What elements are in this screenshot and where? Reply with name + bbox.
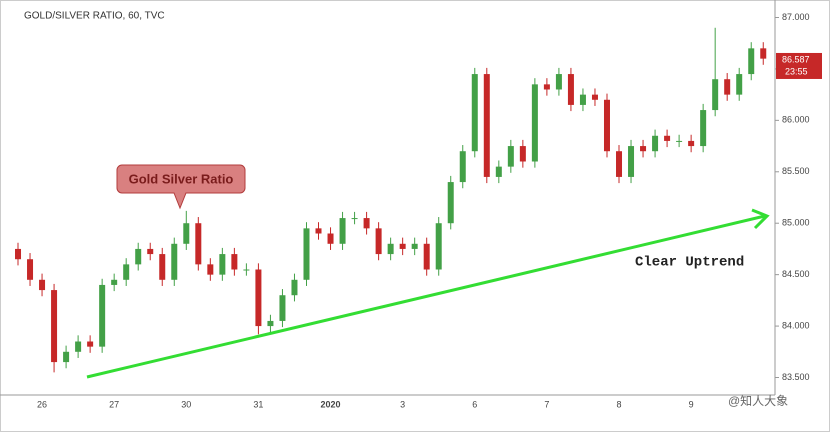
candle-body bbox=[640, 146, 647, 152]
callout-box bbox=[116, 164, 246, 210]
candle-body bbox=[147, 248, 154, 255]
candle-body bbox=[423, 243, 430, 270]
x-tick-label: 6 bbox=[472, 399, 477, 409]
candle-body bbox=[75, 341, 82, 352]
candle-body bbox=[123, 264, 130, 280]
candle-body bbox=[748, 48, 755, 75]
trend-label: Clear Uptrend bbox=[635, 255, 744, 271]
price-tag bbox=[776, 52, 822, 79]
candle-body bbox=[243, 269, 250, 271]
candle-body bbox=[303, 228, 310, 280]
candle-body bbox=[555, 74, 562, 90]
candle-body bbox=[315, 228, 322, 234]
candle-body bbox=[507, 146, 514, 167]
x-tick-label: 30 bbox=[181, 399, 191, 409]
candle-body bbox=[736, 74, 743, 95]
candle-body bbox=[579, 94, 586, 105]
x-tick-label: 31 bbox=[253, 399, 263, 409]
candle-body bbox=[700, 110, 707, 147]
x-tick-label: 26 bbox=[37, 399, 47, 409]
candle-body bbox=[327, 233, 334, 244]
candle-body bbox=[543, 84, 550, 90]
candle-body bbox=[159, 254, 166, 280]
y-tick-label: 84.000 bbox=[782, 320, 810, 330]
candle-body bbox=[447, 182, 454, 224]
x-tick-label: 3 bbox=[400, 399, 405, 409]
candle-body bbox=[363, 218, 370, 229]
candle-body bbox=[724, 79, 731, 95]
candle-body bbox=[471, 74, 478, 152]
candle-body bbox=[676, 140, 683, 142]
candle-body bbox=[63, 351, 70, 363]
watermark: @知人大象 bbox=[728, 394, 788, 408]
candle-body bbox=[411, 243, 418, 249]
chart-title: GOLD/SILVER RATIO, 60, TVC bbox=[24, 11, 165, 22]
x-tick-label: 9 bbox=[689, 399, 694, 409]
candle-body bbox=[567, 74, 574, 105]
candle-body bbox=[531, 84, 538, 162]
candle-body bbox=[135, 248, 142, 265]
candle-body bbox=[652, 135, 659, 152]
candle-body bbox=[183, 223, 190, 244]
price-tag-countdown: 23:55 bbox=[785, 66, 808, 76]
candle-body bbox=[27, 259, 34, 280]
trend-arrow bbox=[751, 208, 770, 230]
candle-body bbox=[111, 279, 118, 285]
candle-body bbox=[603, 99, 610, 152]
candle-body bbox=[628, 146, 635, 177]
candle-body bbox=[219, 254, 226, 275]
candle-body bbox=[435, 223, 442, 270]
candle-body bbox=[495, 166, 502, 177]
candle-body bbox=[207, 264, 214, 275]
candle-body bbox=[591, 94, 598, 100]
candle-body bbox=[688, 140, 695, 147]
y-tick-label: 85.500 bbox=[782, 166, 810, 176]
candle-body bbox=[351, 218, 358, 220]
candle-body bbox=[459, 151, 466, 183]
y-tick-label: 87.000 bbox=[782, 12, 810, 22]
candle-body bbox=[267, 320, 274, 327]
callout-text: Gold Silver Ratio bbox=[129, 171, 234, 186]
candle-body bbox=[99, 284, 106, 347]
x-tick-label: 27 bbox=[109, 399, 119, 409]
candle-body bbox=[616, 151, 623, 177]
candle-body bbox=[195, 223, 202, 265]
candle-body bbox=[387, 243, 394, 255]
candle-body bbox=[39, 279, 46, 291]
candle-body bbox=[51, 290, 58, 363]
candle-body bbox=[87, 341, 94, 347]
y-tick-label: 84.500 bbox=[782, 269, 810, 279]
candle-body bbox=[760, 48, 767, 59]
candle-body bbox=[519, 146, 526, 162]
y-tick-label: 83.500 bbox=[782, 372, 810, 382]
trend-line bbox=[86, 214, 766, 379]
candle-body bbox=[399, 243, 406, 249]
candle-body bbox=[712, 79, 719, 111]
candle-body bbox=[15, 248, 22, 260]
x-tick-label: 8 bbox=[617, 399, 622, 409]
candle-body bbox=[231, 254, 238, 270]
candle-body bbox=[291, 279, 298, 296]
candle-body bbox=[375, 228, 382, 255]
price-tag-value: 86.587 bbox=[782, 54, 810, 64]
x-tick-label: 2020 bbox=[321, 399, 341, 409]
candle-body bbox=[255, 269, 262, 327]
candle-body bbox=[171, 243, 178, 280]
y-tick-label: 85.000 bbox=[782, 218, 810, 228]
candle-body bbox=[664, 135, 671, 141]
candle-body bbox=[279, 295, 286, 321]
x-tick-label: 7 bbox=[544, 399, 549, 409]
y-tick-label: 86.000 bbox=[782, 115, 810, 125]
candle-body bbox=[339, 218, 346, 244]
candle-body bbox=[483, 74, 490, 177]
